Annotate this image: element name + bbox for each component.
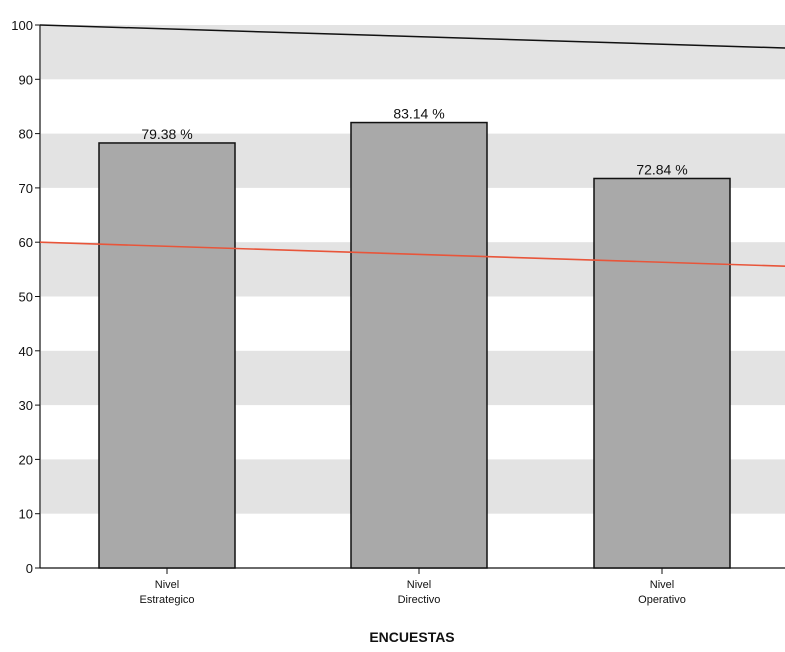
y-tick-label: 100 — [11, 18, 33, 33]
grid-band — [41, 25, 785, 80]
bar — [98, 142, 236, 569]
y-tick-label: 10 — [19, 507, 33, 522]
x-axis-title: ENCUESTAS — [369, 629, 454, 645]
bars — [98, 121, 731, 569]
bar-value-label: 79.38 % — [141, 126, 192, 142]
y-tick-label: 20 — [19, 452, 33, 467]
bar-value-label: 72.84 % — [636, 161, 687, 177]
category-labels: Nivel Estrategico Nivel Directivo Nivel Opera… — [139, 568, 686, 606]
x-tick-label: Directivo — [398, 594, 441, 606]
y-tick-label: 50 — [19, 290, 33, 305]
bar — [593, 177, 731, 569]
y-tick-label: 0 — [26, 561, 33, 576]
y-ticks: 0 10 20 30 40 50 60 70 80 90 100 — [11, 18, 40, 576]
y-tick-label: 40 — [19, 344, 33, 359]
value-labels: 79.38 % 83.14 % 72.84 % — [141, 106, 687, 178]
bar-value-label: 83.14 % — [393, 106, 444, 122]
reference-line — [39, 241, 785, 267]
y-tick-label: 70 — [19, 181, 33, 196]
x-tick-label: Nivel — [650, 579, 674, 591]
y-tick-label: 30 — [19, 398, 33, 413]
x-tick-label: Operativo — [638, 594, 686, 606]
x-tick-label: Nivel — [155, 579, 179, 591]
plot-top-border — [39, 24, 785, 49]
y-tick-label: 60 — [19, 235, 33, 250]
y-tick-label: 90 — [19, 72, 33, 87]
y-tick-label: 80 — [19, 127, 33, 142]
bar — [350, 121, 488, 569]
x-tick-label: Estrategico — [139, 594, 194, 606]
x-tick-label: Nivel — [407, 579, 431, 591]
